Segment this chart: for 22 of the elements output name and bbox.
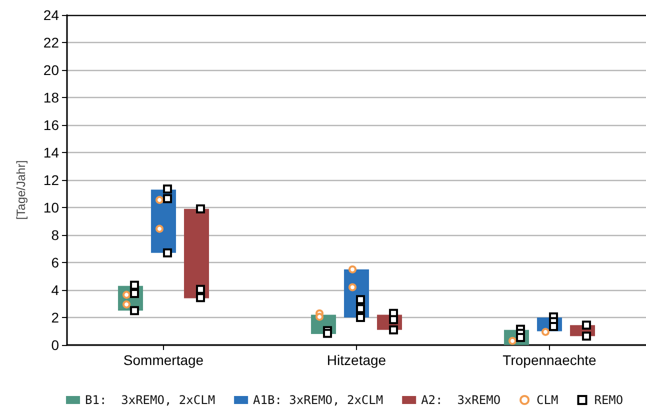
legend-label: B1: 3xREMO, 2xCLM	[85, 393, 216, 407]
y-axis-title: [Tage/Jahr]	[14, 160, 28, 220]
y-tick-label: 24	[43, 7, 60, 23]
y-tick-label: 16	[43, 117, 60, 133]
x-tick-label: Hitzetage	[326, 352, 386, 368]
y-tick-label: 14	[43, 144, 60, 160]
legend-label: REMO	[594, 393, 624, 407]
y-tick-label: 18	[43, 90, 60, 106]
y-tick-label: 12	[43, 172, 60, 188]
legend-label: A2: 3xREMO	[421, 393, 501, 407]
y-tick-label: 10	[43, 200, 60, 216]
legend-label: CLM	[536, 393, 558, 407]
y-tick-label: 2	[51, 310, 60, 326]
x-tick-label: Sommertage	[123, 352, 204, 368]
y-tick-label: 6	[51, 254, 60, 270]
y-tick-label: 4	[51, 282, 60, 298]
y-tick-label: 20	[43, 62, 60, 78]
y-tick-label: 8	[51, 227, 60, 243]
y-tick-label: 0	[51, 337, 60, 353]
x-tick-label: Tropennaechte	[502, 352, 597, 368]
legend-label: A1B: 3xREMO, 2xCLM	[253, 393, 384, 407]
y-tick-label: 22	[43, 34, 60, 50]
